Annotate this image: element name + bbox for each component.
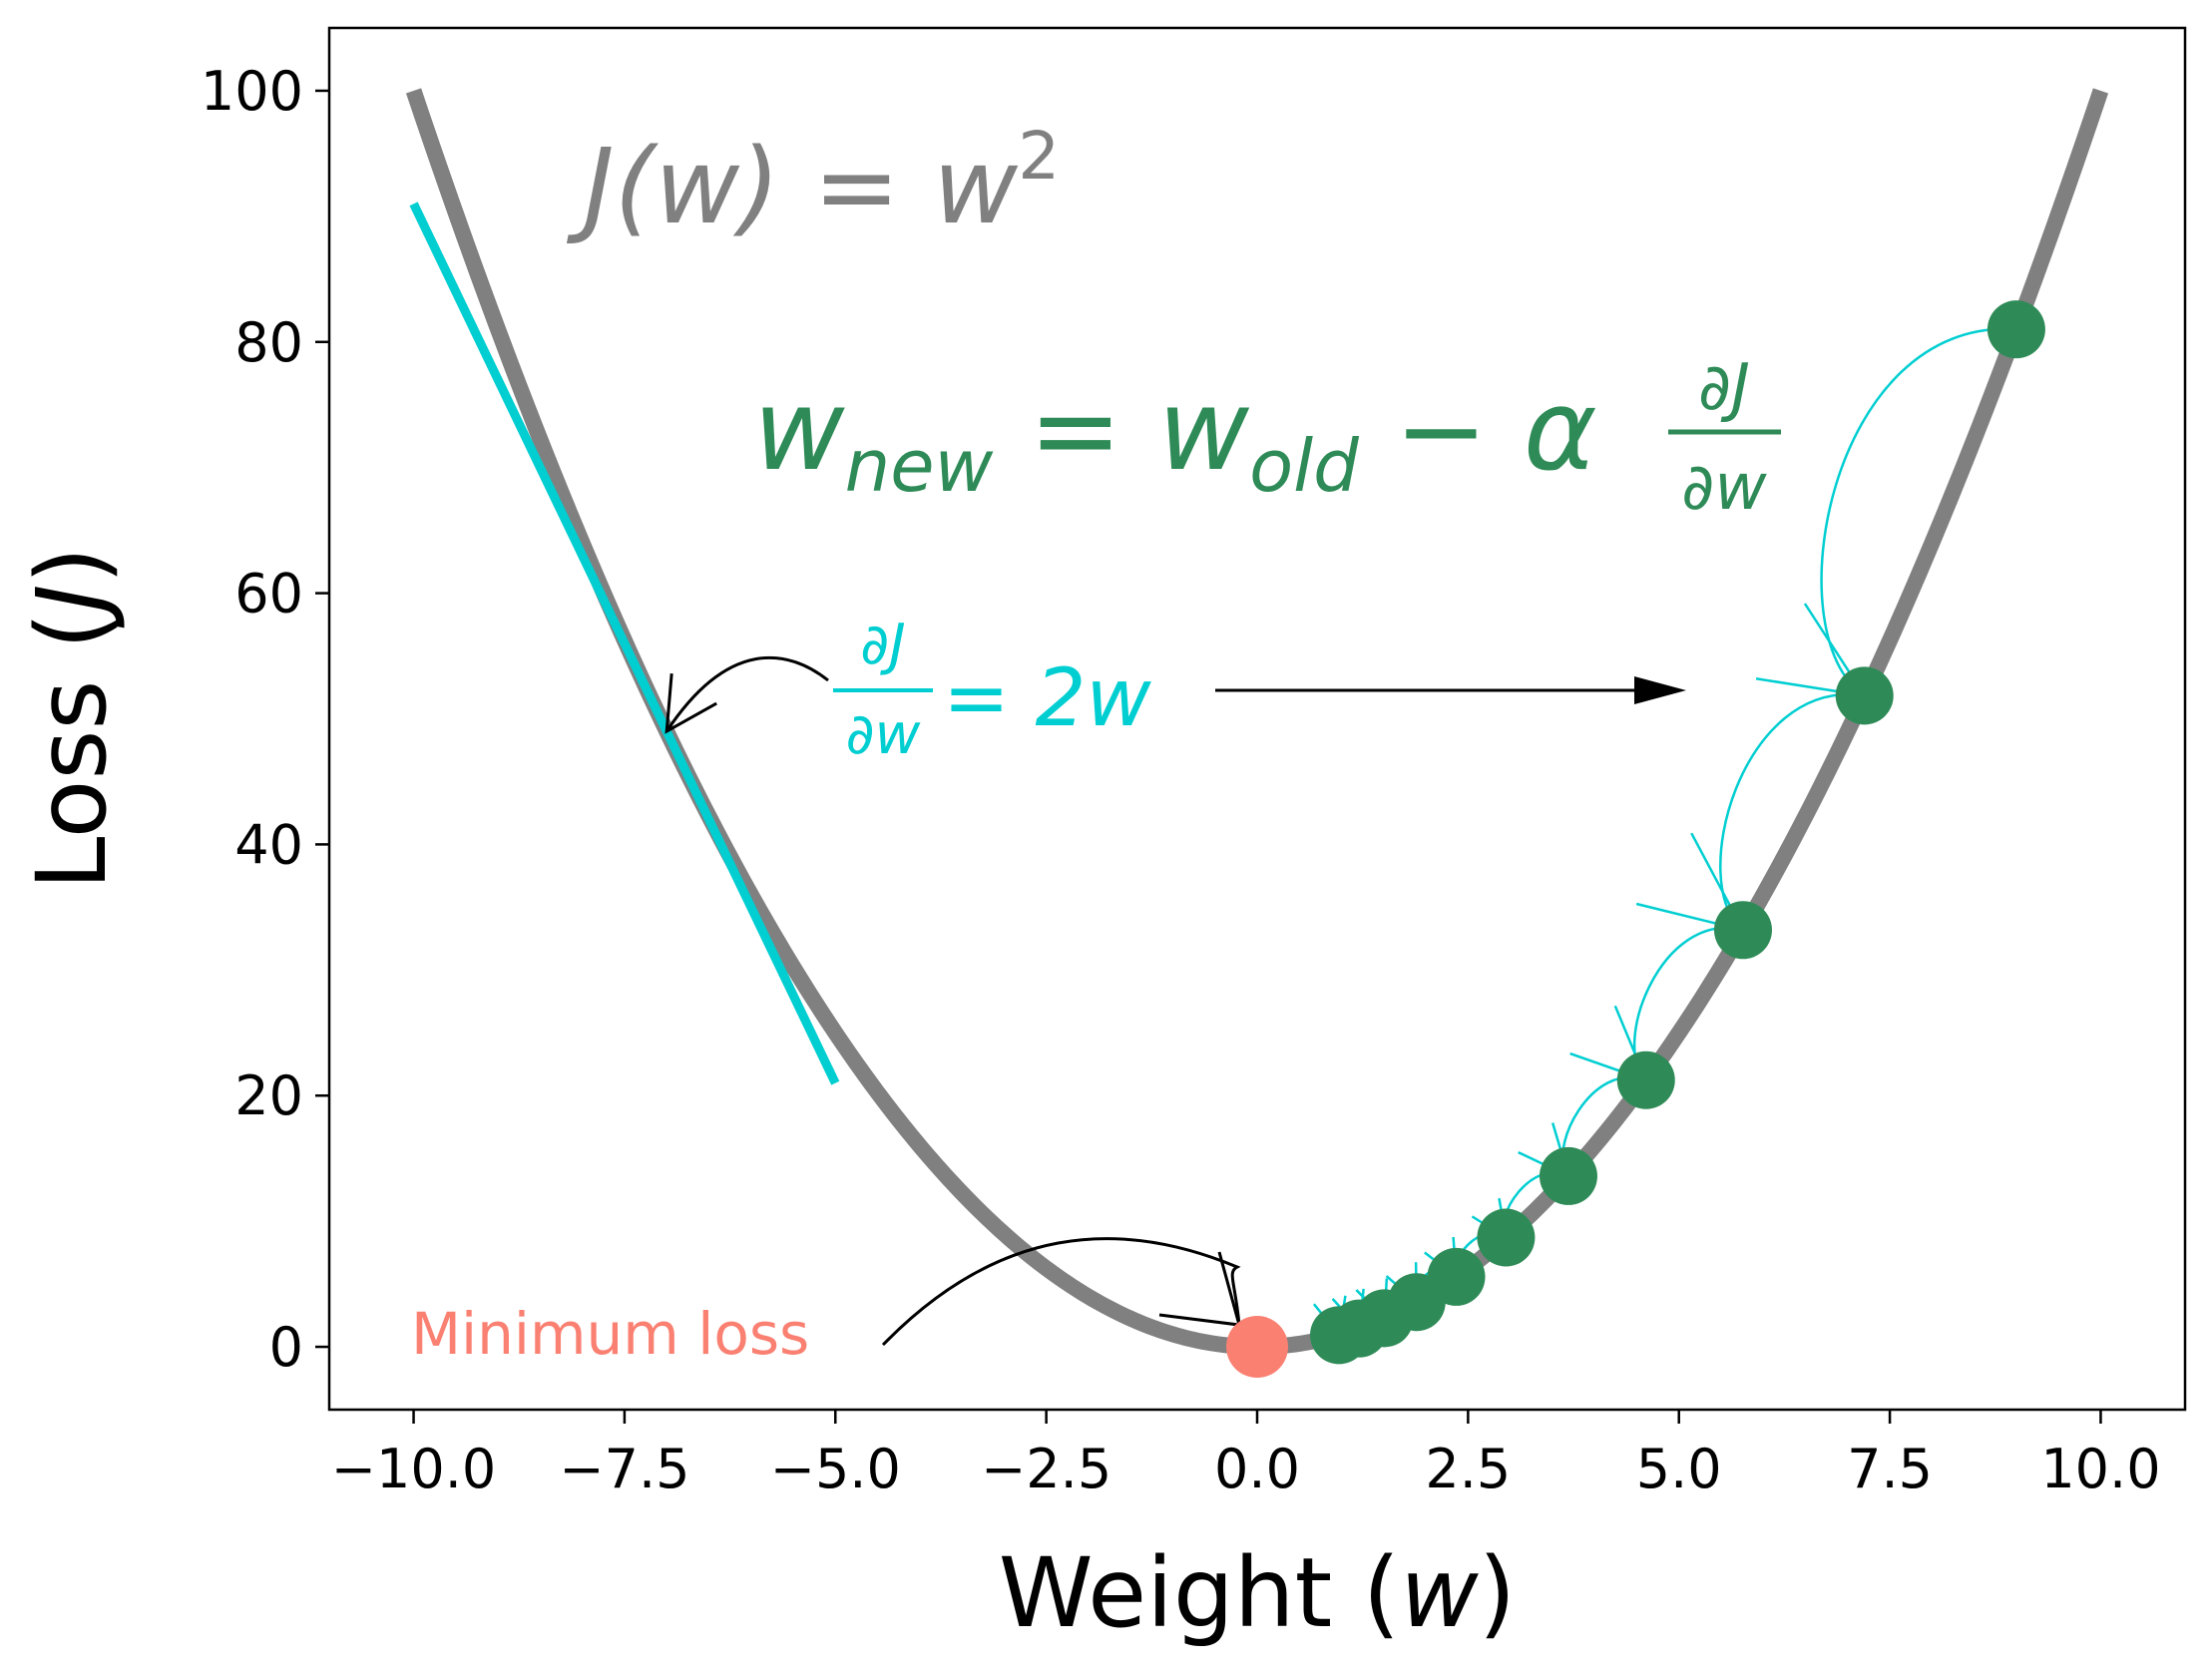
update-sub-old: old: [1249, 424, 1360, 508]
update-sub-new: new: [845, 424, 994, 508]
gd-point: [1713, 901, 1772, 960]
x-axis-label-prefix: Weight (: [999, 1537, 1400, 1649]
x-axis-label-var: w: [1400, 1537, 1479, 1649]
minimum-label: Minimum loss: [411, 1300, 809, 1368]
step-arc: [1820, 327, 2016, 697]
deriv-arrow-left: [664, 655, 829, 732]
y-axis-label-prefix: Loss (: [16, 613, 128, 891]
x-tick-label: 5.0: [1636, 1438, 1722, 1500]
x-tick-label: −7.5: [559, 1438, 689, 1500]
gd-point: [1477, 1208, 1536, 1267]
update-equals: =: [993, 366, 1157, 496]
loss-eq-exp: 2: [1018, 118, 1060, 195]
gd-point: [1616, 1050, 1675, 1109]
x-axis-label: Weight (w): [999, 1537, 1516, 1649]
loss-eq-lhs: J(w): [566, 126, 780, 247]
y-tick-label: 20: [234, 1064, 303, 1127]
deriv-rhs: = 2w: [943, 651, 1151, 744]
y-tick-label: 100: [201, 60, 303, 123]
gd-point: [1835, 666, 1894, 725]
deriv-arrow-right-head: [1634, 676, 1686, 704]
update-fraction-den: ∂w: [1681, 451, 1767, 525]
step-arc: [1719, 692, 1865, 932]
gd-points: [1310, 300, 2045, 1365]
x-tick-label: −10.0: [331, 1438, 496, 1500]
gd-point: [1539, 1146, 1597, 1205]
y-tick-label: 0: [269, 1316, 303, 1379]
derivative-arrows: [664, 655, 1686, 734]
y-axis-label: Loss (J): [16, 547, 128, 890]
update-w-old: w: [1157, 366, 1249, 496]
deriv-fraction-den: ∂w: [846, 702, 921, 767]
update-fraction-num: ∂J: [1698, 351, 1750, 425]
x-axis-label-suffix: ): [1479, 1537, 1516, 1649]
minimum-arrow-line: [881, 1237, 1241, 1347]
x-tick-label: 10.0: [2040, 1438, 2160, 1500]
x-tick-label: 2.5: [1425, 1438, 1511, 1500]
tangent-line: [409, 202, 840, 1085]
y-tick-label: 60: [234, 563, 303, 626]
update-alpha: α: [1524, 366, 1597, 496]
x-tick-label: 0.0: [1214, 1438, 1300, 1500]
y-tick-label: 80: [234, 311, 303, 374]
gd-point: [1987, 300, 2045, 359]
minimum-point: [1226, 1316, 1288, 1379]
deriv-arrow-left-head: [664, 672, 717, 734]
loss-eq-base: w: [933, 126, 1019, 247]
loss-equation: J(w) = w2: [566, 118, 1060, 247]
axis-ticks: −10.0 −7.5 −5.0 −2.5 0.0 2.5 5.0 7.5 10.0 0 20 40 60…: [201, 60, 2161, 1500]
deriv-fraction-num: ∂J: [860, 613, 905, 677]
minimum-arrow: [881, 1237, 1242, 1347]
y-axis-label-suffix: ): [16, 547, 128, 584]
x-tick-label: 7.5: [1847, 1438, 1933, 1500]
x-tick-label: −5.0: [770, 1438, 901, 1500]
y-tick-label: 40: [234, 813, 303, 876]
gd-point: [1310, 1306, 1369, 1365]
update-rule: wnew = wold − α: [753, 366, 1597, 508]
x-tick-label: −2.5: [981, 1438, 1111, 1500]
update-w-new: w: [753, 366, 845, 496]
update-minus: −: [1359, 366, 1524, 496]
loss-eq-equals: =: [780, 126, 933, 247]
